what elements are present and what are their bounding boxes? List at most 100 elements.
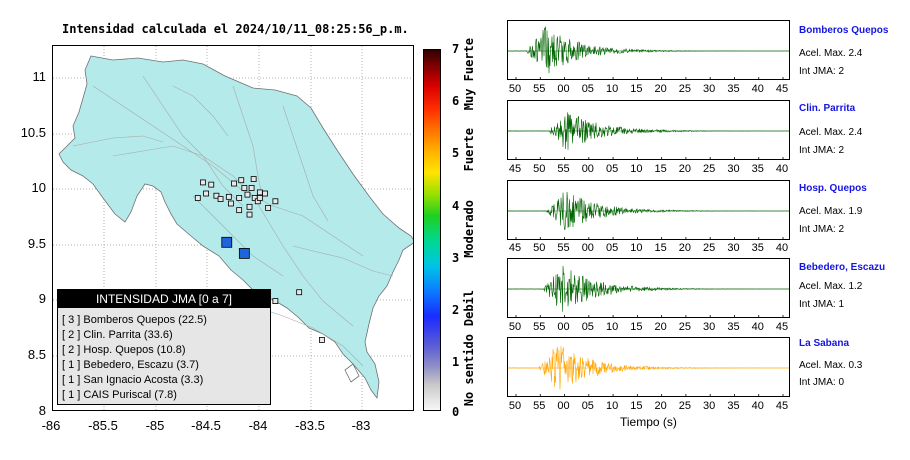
waveform-line: [508, 265, 789, 312]
station-marker: [296, 289, 303, 296]
trace-tick-label: 00: [557, 400, 570, 412]
map-ytick: 9.5: [27, 236, 46, 251]
trace-tick-label: 30: [727, 163, 740, 175]
trace-tick-label: 30: [727, 242, 740, 254]
map-title: Intensidad calculada el 2024/10/11_08:25…: [62, 22, 409, 36]
trace-tick-label: 45: [775, 321, 789, 333]
station-marker: [213, 192, 220, 199]
trace-tick-label: 20: [678, 242, 692, 254]
station-marker: [246, 211, 253, 218]
legend-item: [ 1 ] Bebedero, Escazu (3.7): [62, 359, 199, 371]
station-name: Bebedero, Escazu: [799, 262, 886, 273]
seismogram-xlabel: Tiempo (s): [620, 415, 677, 429]
trace-tick-label: 00: [557, 83, 570, 95]
station-marker: [248, 185, 255, 191]
trace-tick-label: 00: [581, 163, 594, 175]
trace-tick-label: 45: [775, 83, 789, 95]
map-station-points: [194, 176, 325, 343]
station-marker: [227, 200, 234, 207]
trace-tick-label: 00: [557, 321, 570, 333]
station-marker: [256, 195, 263, 201]
station-int-jma: Int JMA: 0: [799, 377, 845, 388]
trace-tick-label: 55: [557, 163, 570, 175]
trace-tick-label: 25: [678, 321, 692, 333]
trace-tick-label: 05: [605, 242, 619, 254]
station-marker: [272, 298, 279, 304]
colorbar-tick: 3: [452, 251, 460, 265]
trace-tick-label: 50: [508, 400, 522, 412]
station-marker: [319, 337, 325, 343]
colorbar-tick: 6: [452, 94, 460, 108]
legend-item: [ 3 ] Bomberos Quepos (22.5): [62, 314, 207, 326]
trace-tick-label: 35: [751, 242, 764, 254]
station-marker: [246, 203, 253, 210]
waveform-line: [508, 112, 789, 150]
trace-tick-label: 10: [605, 321, 619, 333]
trace-tick-label: 40: [775, 163, 789, 175]
trace-tick-label: 05: [581, 83, 594, 95]
costa-rica-coast-detail: [344, 363, 360, 383]
waveform: [508, 26, 789, 79]
trace-tick-label: 40: [751, 400, 764, 412]
station-marker: [241, 185, 248, 191]
colorbar-label: Muy Fuerte: [462, 38, 476, 111]
seismogram-time-axis: 50 55 00 05 10 15 20 25 30 35 40 45: [507, 400, 790, 412]
station-name: La Sabana: [799, 338, 850, 349]
trace-tick-label: 10: [605, 83, 619, 95]
waveform: [508, 265, 789, 317]
trace-tick-label: 05: [605, 163, 619, 175]
trace-tick-label: 05: [581, 321, 594, 333]
legend-item: [ 1 ] San Ignacio Acosta (3.3): [62, 374, 204, 386]
trace-tick-label: 40: [751, 83, 764, 95]
colorbar-tick: 1: [452, 355, 460, 369]
station-marker: [272, 198, 279, 205]
trace-tick-label: 40: [775, 242, 789, 254]
station-acel-max: Acel. Max. 1.2: [799, 281, 863, 292]
station-marker: [236, 195, 243, 201]
map-ytick: 8.5: [27, 347, 46, 362]
map-xtick: -84.5: [191, 418, 221, 433]
intensity-colorbar: [423, 49, 441, 411]
colorbar-tick: 7: [452, 42, 460, 56]
station-int-jma: Int JMA: 1: [799, 299, 845, 310]
trace-tick-label: 55: [533, 83, 546, 95]
waveform: [508, 112, 789, 159]
station-marker: [217, 196, 224, 202]
station-marker: [236, 207, 243, 214]
trace-tick-label: 20: [654, 83, 667, 95]
legend-item: [ 2 ] Clin. Parrita (33.6): [62, 329, 173, 341]
station-marker: [225, 193, 232, 200]
trace-tick-label: 45: [775, 400, 789, 412]
trace-tick-label: 10: [630, 242, 643, 254]
trace-tick-label: 30: [703, 400, 716, 412]
seismogram-trace: [507, 337, 790, 397]
station-int-jma: Int JMA: 2: [799, 224, 845, 235]
colorbar-tick: 0: [452, 405, 460, 419]
trace-tick-label: 40: [751, 321, 764, 333]
station-marker: [231, 180, 237, 187]
station-acel-max: Acel. Max. 2.4: [799, 127, 863, 138]
seismogram-time-axis: 50 55 00 05 10 15 20 25 30 35 40 45: [507, 83, 790, 95]
colorbar-label: Debil: [462, 290, 476, 327]
costa-rica-map: [53, 46, 413, 410]
trace-tick-label: 30: [703, 321, 716, 333]
legend-title: INTENSIDAD JMA [0 a 7]: [58, 290, 270, 308]
trace-tick-label: 15: [654, 242, 667, 254]
station-name: Clin. Parrita: [799, 103, 856, 114]
station-marker: [238, 177, 245, 184]
map-ytick: 10.5: [20, 125, 46, 140]
map-ytick: 11: [32, 69, 47, 84]
trace-tick-label: 10: [630, 163, 643, 175]
seismogram-trace: [507, 100, 790, 160]
trace-tick-label: 15: [654, 163, 667, 175]
trace-tick-label: 50: [533, 163, 546, 175]
seismogram-trace: [507, 20, 790, 80]
colorbar-tick: 4: [452, 199, 460, 213]
colorbar-label: No sentido: [462, 334, 476, 407]
map-xtick: -83.5: [295, 418, 325, 433]
map-xtick: -83: [351, 418, 371, 433]
trace-tick-label: 15: [630, 83, 643, 95]
trace-tick-label: 10: [605, 400, 619, 412]
trace-tick-label: 55: [533, 321, 546, 333]
trace-tick-label: 35: [727, 321, 740, 333]
